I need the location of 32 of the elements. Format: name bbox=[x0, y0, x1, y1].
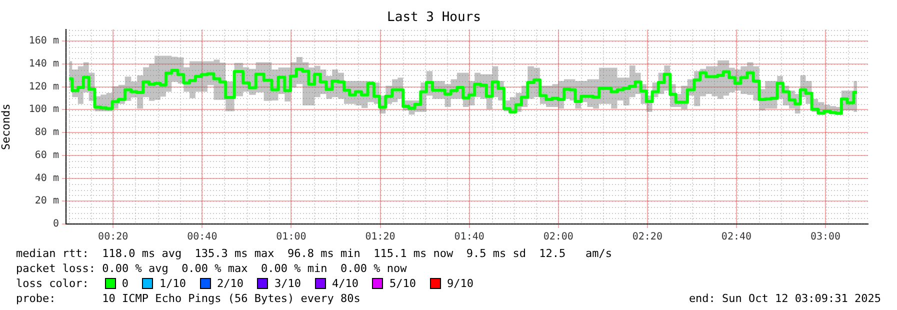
y-tick-label: 80 m bbox=[34, 127, 59, 138]
legend-label: 2/10 bbox=[216, 276, 244, 291]
y-tick-label: 140 m bbox=[28, 58, 59, 70]
y-tick-label: 60 m bbox=[34, 150, 59, 161]
legend-label: 1/10 bbox=[159, 276, 186, 291]
legend-label: 5/10 bbox=[389, 276, 416, 291]
x-tick-label: 02:20 bbox=[632, 232, 662, 243]
y-axis-title: Seconds bbox=[0, 104, 12, 150]
y-tick-label: 40 m bbox=[34, 172, 59, 184]
text: end: Sun Oct 12 03:09:31 2025 bbox=[688, 291, 881, 306]
text: median rtt: 118.0 ms avg 135.3 ms max 96.8 ms min 115.1 ms now 9.5 ms sd 12.5 am/s bbox=[16, 246, 614, 261]
x-tick-label: 01:20 bbox=[365, 232, 396, 243]
x-tick-label: 02:40 bbox=[721, 232, 752, 243]
text: packet loss: 0.00 % avg 0.00 % max 0.00 % min 0.00 % now bbox=[16, 261, 408, 276]
x-tick-label: 01:40 bbox=[454, 232, 484, 243]
y-tick-label: 120 m bbox=[28, 81, 59, 92]
y-tick-label: 100 m bbox=[28, 104, 59, 116]
legend-label: 9/10 bbox=[446, 276, 474, 291]
y-tick-label: 0 bbox=[52, 218, 59, 230]
x-tick-label: 03:00 bbox=[810, 232, 841, 243]
y-tick-label: 20 m bbox=[34, 196, 59, 207]
y-tick-label: 160 m bbox=[28, 36, 59, 47]
legend-title: loss color: bbox=[16, 276, 89, 291]
x-tick-label: 00:40 bbox=[187, 232, 218, 243]
chart-title: Last 3 Hours bbox=[387, 10, 481, 26]
text: probe: 10 ICMP Echo Pings (56 Bytes) every 80s bbox=[16, 291, 360, 306]
x-tick-label: 00:20 bbox=[98, 232, 128, 243]
legend-label: 4/10 bbox=[332, 276, 358, 291]
legend-label: 0 bbox=[122, 276, 128, 291]
x-tick-label: 01:00 bbox=[276, 232, 306, 243]
legend-label: 3/10 bbox=[274, 276, 301, 291]
x-tick-label: 02:00 bbox=[543, 232, 574, 243]
